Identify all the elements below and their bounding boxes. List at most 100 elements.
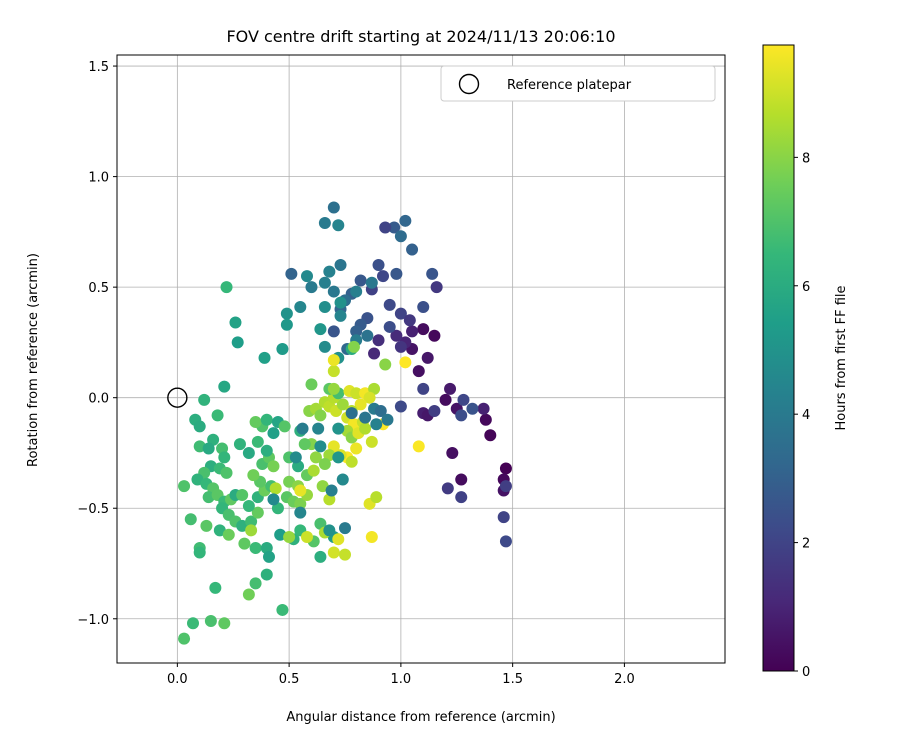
data-point <box>417 301 430 314</box>
data-point <box>276 603 289 616</box>
data-point <box>347 340 360 353</box>
data-point <box>218 617 231 630</box>
data-point <box>314 409 327 422</box>
data-point <box>294 301 307 314</box>
data-point <box>204 614 217 627</box>
data-point <box>251 435 264 448</box>
data-point <box>428 329 441 342</box>
data-point <box>417 323 430 336</box>
data-point <box>383 298 396 311</box>
data-point <box>198 393 211 406</box>
data-point <box>184 513 197 526</box>
data-point <box>390 329 403 342</box>
data-point <box>263 550 275 563</box>
data-point <box>309 451 322 464</box>
data-point <box>233 438 246 451</box>
data-point <box>245 515 258 528</box>
data-point <box>354 274 367 287</box>
y-axis-label: Rotation from reference (arcmin) <box>26 253 41 467</box>
data-point <box>399 356 412 369</box>
data-point <box>191 473 204 486</box>
data-point <box>484 429 497 442</box>
data-point <box>336 473 349 486</box>
data-point <box>479 413 492 426</box>
data-point <box>222 528 235 541</box>
data-point <box>193 546 206 559</box>
colorbar-gradient <box>762 44 795 672</box>
data-point <box>332 219 345 232</box>
data-point <box>334 309 347 322</box>
data-point <box>381 413 394 426</box>
data-point <box>316 480 329 493</box>
x-axis-ticks: 0.0 0.5 1.0 1.5 2.0 <box>167 663 635 687</box>
data-point <box>314 517 327 530</box>
data-point <box>187 617 199 630</box>
data-point <box>247 469 260 482</box>
data-point <box>350 285 363 298</box>
data-point <box>267 493 280 506</box>
legend-marker-open-circle-icon <box>458 73 480 95</box>
data-point <box>374 404 387 417</box>
data-point <box>377 270 389 283</box>
y-tick-label: 0.0 <box>88 392 109 407</box>
data-point <box>455 473 468 486</box>
data-point <box>359 411 372 424</box>
data-point <box>412 440 425 453</box>
colorbar-label: Hours from first FF file <box>834 285 849 430</box>
data-point <box>363 391 376 404</box>
data-point <box>417 382 430 395</box>
data-point <box>314 323 327 336</box>
data-point <box>444 382 457 395</box>
legend: Reference platepar <box>440 65 716 102</box>
data-point <box>350 325 363 338</box>
data-point <box>298 438 311 451</box>
data-point <box>327 382 340 395</box>
data-point <box>499 535 512 548</box>
colorbar-tick-label: 2 <box>802 537 810 552</box>
data-point <box>260 444 273 457</box>
data-point <box>394 230 407 243</box>
data-point <box>305 378 318 391</box>
data-point <box>213 524 226 537</box>
data-point <box>477 402 490 415</box>
data-point <box>289 451 302 464</box>
data-point <box>251 506 264 519</box>
data-point <box>301 270 313 283</box>
data-point <box>301 530 313 543</box>
x-tick-label: 0.0 <box>167 672 188 687</box>
data-point <box>390 267 403 280</box>
reference-platepar-marker <box>167 387 188 408</box>
grid-lines <box>117 55 725 663</box>
colorbar-tick-label: 8 <box>802 151 810 166</box>
data-point <box>406 325 419 338</box>
data-point <box>202 442 215 455</box>
data-point <box>339 522 351 535</box>
x-axis-label: Angular distance from reference (arcmin) <box>286 710 555 725</box>
data-point <box>323 265 336 278</box>
data-point <box>345 407 358 420</box>
data-point <box>327 546 340 559</box>
legend-label: Reference platepar <box>507 78 632 93</box>
data-point <box>249 416 262 429</box>
y-axis-ticks: −1.0 −0.5 0.0 0.5 1.0 1.5 <box>77 60 117 628</box>
x-tick-label: 1.0 <box>391 672 412 687</box>
data-point <box>336 398 349 411</box>
data-point <box>178 632 191 645</box>
data-point <box>249 577 262 590</box>
data-point <box>294 506 307 519</box>
data-point <box>368 382 381 395</box>
data-point <box>312 422 325 435</box>
data-point <box>325 484 338 497</box>
data-point <box>294 484 307 497</box>
data-point <box>314 440 327 453</box>
data-point <box>430 281 443 294</box>
data-point <box>236 519 249 532</box>
data-point <box>394 340 407 353</box>
data-point <box>426 267 439 280</box>
data-point <box>294 497 307 510</box>
data-point <box>178 480 191 493</box>
data-point <box>280 318 293 331</box>
data-point <box>334 296 347 309</box>
data-point <box>421 351 434 364</box>
data-point <box>238 537 251 550</box>
